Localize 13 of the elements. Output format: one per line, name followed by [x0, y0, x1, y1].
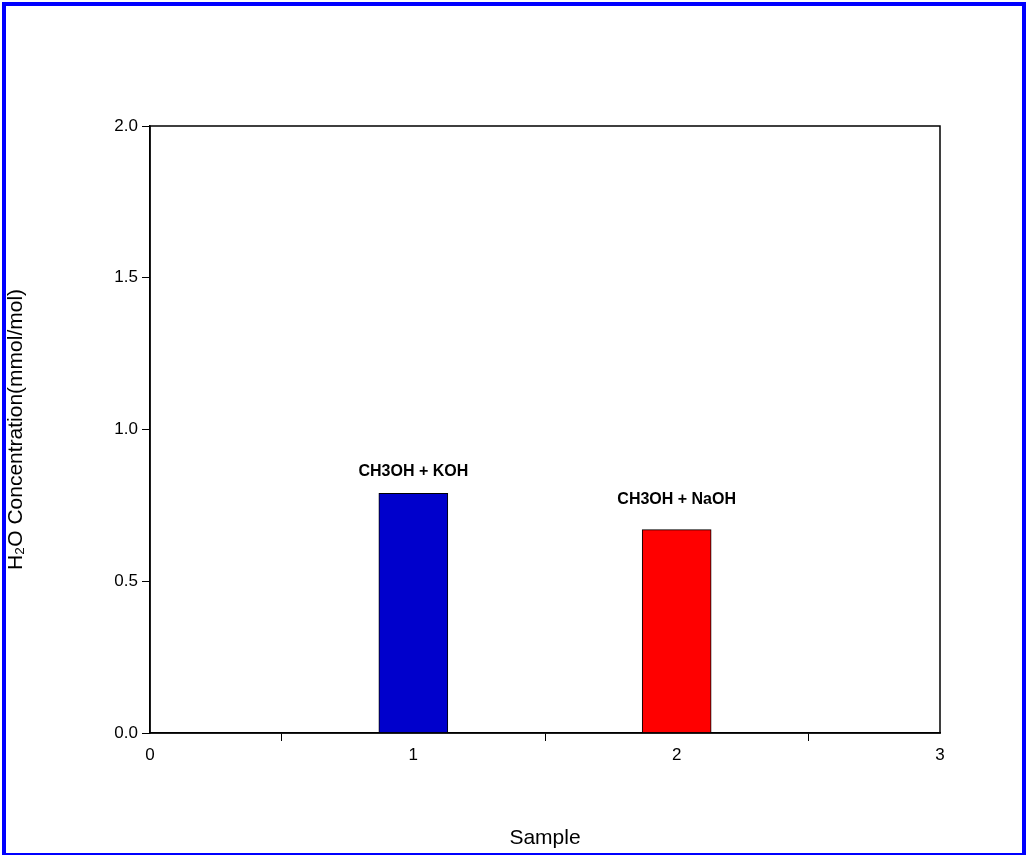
x-tick-label: 2 — [671, 744, 682, 764]
y-axis-title: H₂O Concentration(mmol/mol) — [3, 288, 27, 571]
y-tick-label: 1.5 — [114, 267, 138, 287]
annotation: CH3OH + KOH — [358, 461, 469, 479]
annotation: CH3OH + NaOH — [617, 490, 737, 508]
x-axis-title: Sample — [509, 825, 581, 849]
x-tick-label: 0 — [145, 744, 155, 764]
y-tick-label: 0.5 — [114, 570, 138, 590]
y-tick-label: 2.0 — [114, 115, 138, 135]
y-tick-label: 1.0 — [114, 419, 138, 439]
x-tick-label: 1 — [408, 744, 419, 764]
x-tick-label: 3 — [935, 744, 945, 764]
y-tick-label: 0.0 — [114, 722, 138, 742]
